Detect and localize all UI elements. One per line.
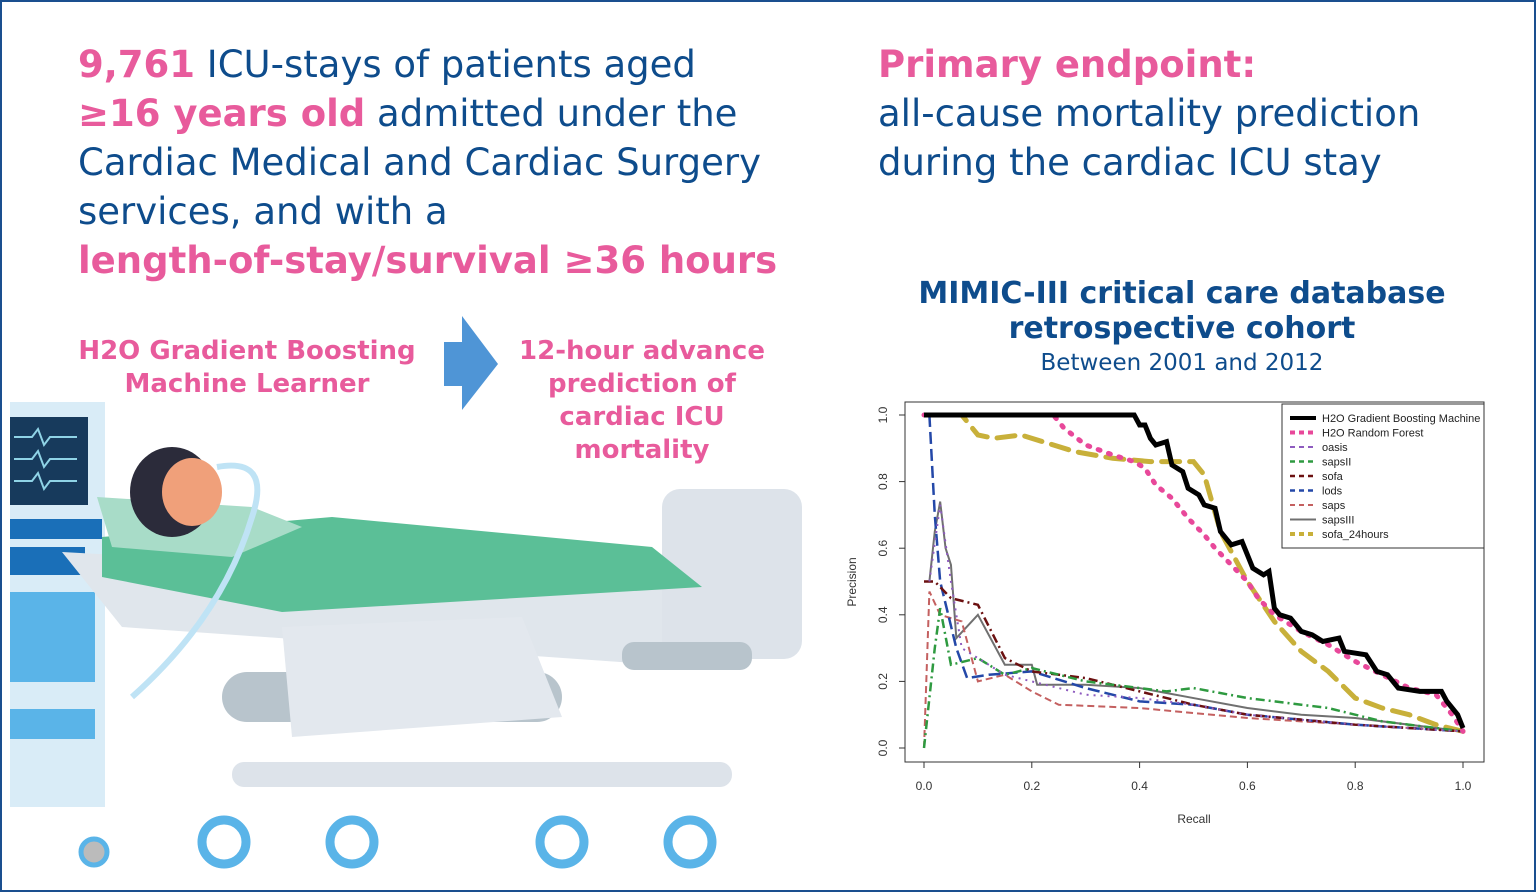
- series-line-h2o-gradient-boosting-machine: [924, 412, 1466, 729]
- endpoint-description: Primary endpoint: all-cause mortality pr…: [878, 40, 1420, 187]
- text-line: ICU-stays of patients aged: [195, 43, 696, 86]
- text-line: admitted under the: [365, 92, 738, 135]
- y-axis-label: Precision: [845, 557, 859, 606]
- database-subtitle: Between 2001 and 2012: [1040, 350, 1324, 376]
- x-tick-label: 0.2: [1023, 779, 1040, 793]
- text-line: MIMIC-III critical care database: [918, 276, 1446, 311]
- text-line: 12-hour advance: [519, 336, 765, 366]
- icu-patient-illustration: [10, 402, 802, 869]
- age-criterion: ≥16 years old: [78, 92, 366, 135]
- y-tick-label: 0.4: [876, 606, 890, 623]
- los-criterion: length-of-stay/survival ≥36 hours: [78, 239, 778, 282]
- plot-frame: [904, 401, 1485, 763]
- database-title: MIMIC-III critical care database retrosp…: [882, 276, 1482, 346]
- text-line: during the cardiac ICU stay: [878, 141, 1382, 184]
- y-tick-label: 0.6: [876, 540, 890, 557]
- x-tick-label: 0.4: [1131, 779, 1148, 793]
- x-tick-label: 1.0: [1455, 779, 1472, 793]
- x-tick-label: 0.0: [916, 779, 933, 793]
- cohort-description: 9,761 ICU-stays of patients aged ≥16 yea…: [78, 40, 777, 285]
- text-line: retrospective cohort: [1008, 311, 1356, 346]
- model-label: H2O Gradient Boosting Machine Learner: [72, 335, 422, 401]
- bed-wheels: [197, 815, 717, 869]
- x-tick-label: 0.6: [1239, 779, 1256, 793]
- legend-label: lods: [1322, 486, 1343, 498]
- text-line: mortality: [574, 435, 710, 465]
- stay-count: 9,761: [78, 43, 196, 86]
- text-line: Cardiac Medical and Cardiac Surgery: [78, 141, 761, 184]
- y-tick-label: 1.0: [876, 406, 890, 423]
- y-tick-label: 0.0: [876, 739, 890, 756]
- text-line: prediction of: [548, 369, 736, 399]
- legend-label: sapsII: [1322, 457, 1351, 469]
- legend-label: saps: [1322, 500, 1346, 512]
- text-line: H2O Gradient Boosting: [78, 336, 416, 366]
- arrow-right-icon: [444, 316, 498, 410]
- series-line-oasis: [928, 504, 1464, 733]
- endpoint-label: Primary endpoint:: [878, 43, 1257, 86]
- legend-label: sofa: [1322, 471, 1344, 483]
- series-line-sofa: [924, 580, 1464, 733]
- legend-label: H2O Random Forest: [1322, 428, 1423, 440]
- series-line-sapsii: [922, 607, 1464, 749]
- legend-label: sapsIII: [1322, 515, 1354, 527]
- legend-label: oasis: [1322, 442, 1348, 454]
- text-line: cardiac ICU: [559, 402, 725, 432]
- legend-label: H2O Gradient Boosting Machine: [1322, 413, 1480, 425]
- text-line: services, and with a: [78, 190, 448, 233]
- outcome-label: 12-hour advance prediction of cardiac IC…: [502, 335, 782, 467]
- x-axis-label: Recall: [1177, 812, 1210, 826]
- y-tick-label: 0.8: [876, 473, 890, 490]
- series-line-sofa_24hours: [948, 412, 1466, 734]
- precision-recall-chart: 0.0 0.2 0.4 0.6 0.8 1.0 0.0 0.2 0.4 0.6 0.8 1.0 Reca…: [845, 401, 1485, 826]
- text-line: Machine Learner: [124, 369, 370, 399]
- x-tick-label: 0.8: [1347, 779, 1364, 793]
- text-line: all-cause mortality prediction: [878, 92, 1421, 135]
- series-line-saps: [923, 591, 1464, 749]
- legend-label: sofa_24hours: [1322, 529, 1389, 541]
- y-tick-label: 0.2: [876, 673, 890, 690]
- legend: [1281, 403, 1485, 549]
